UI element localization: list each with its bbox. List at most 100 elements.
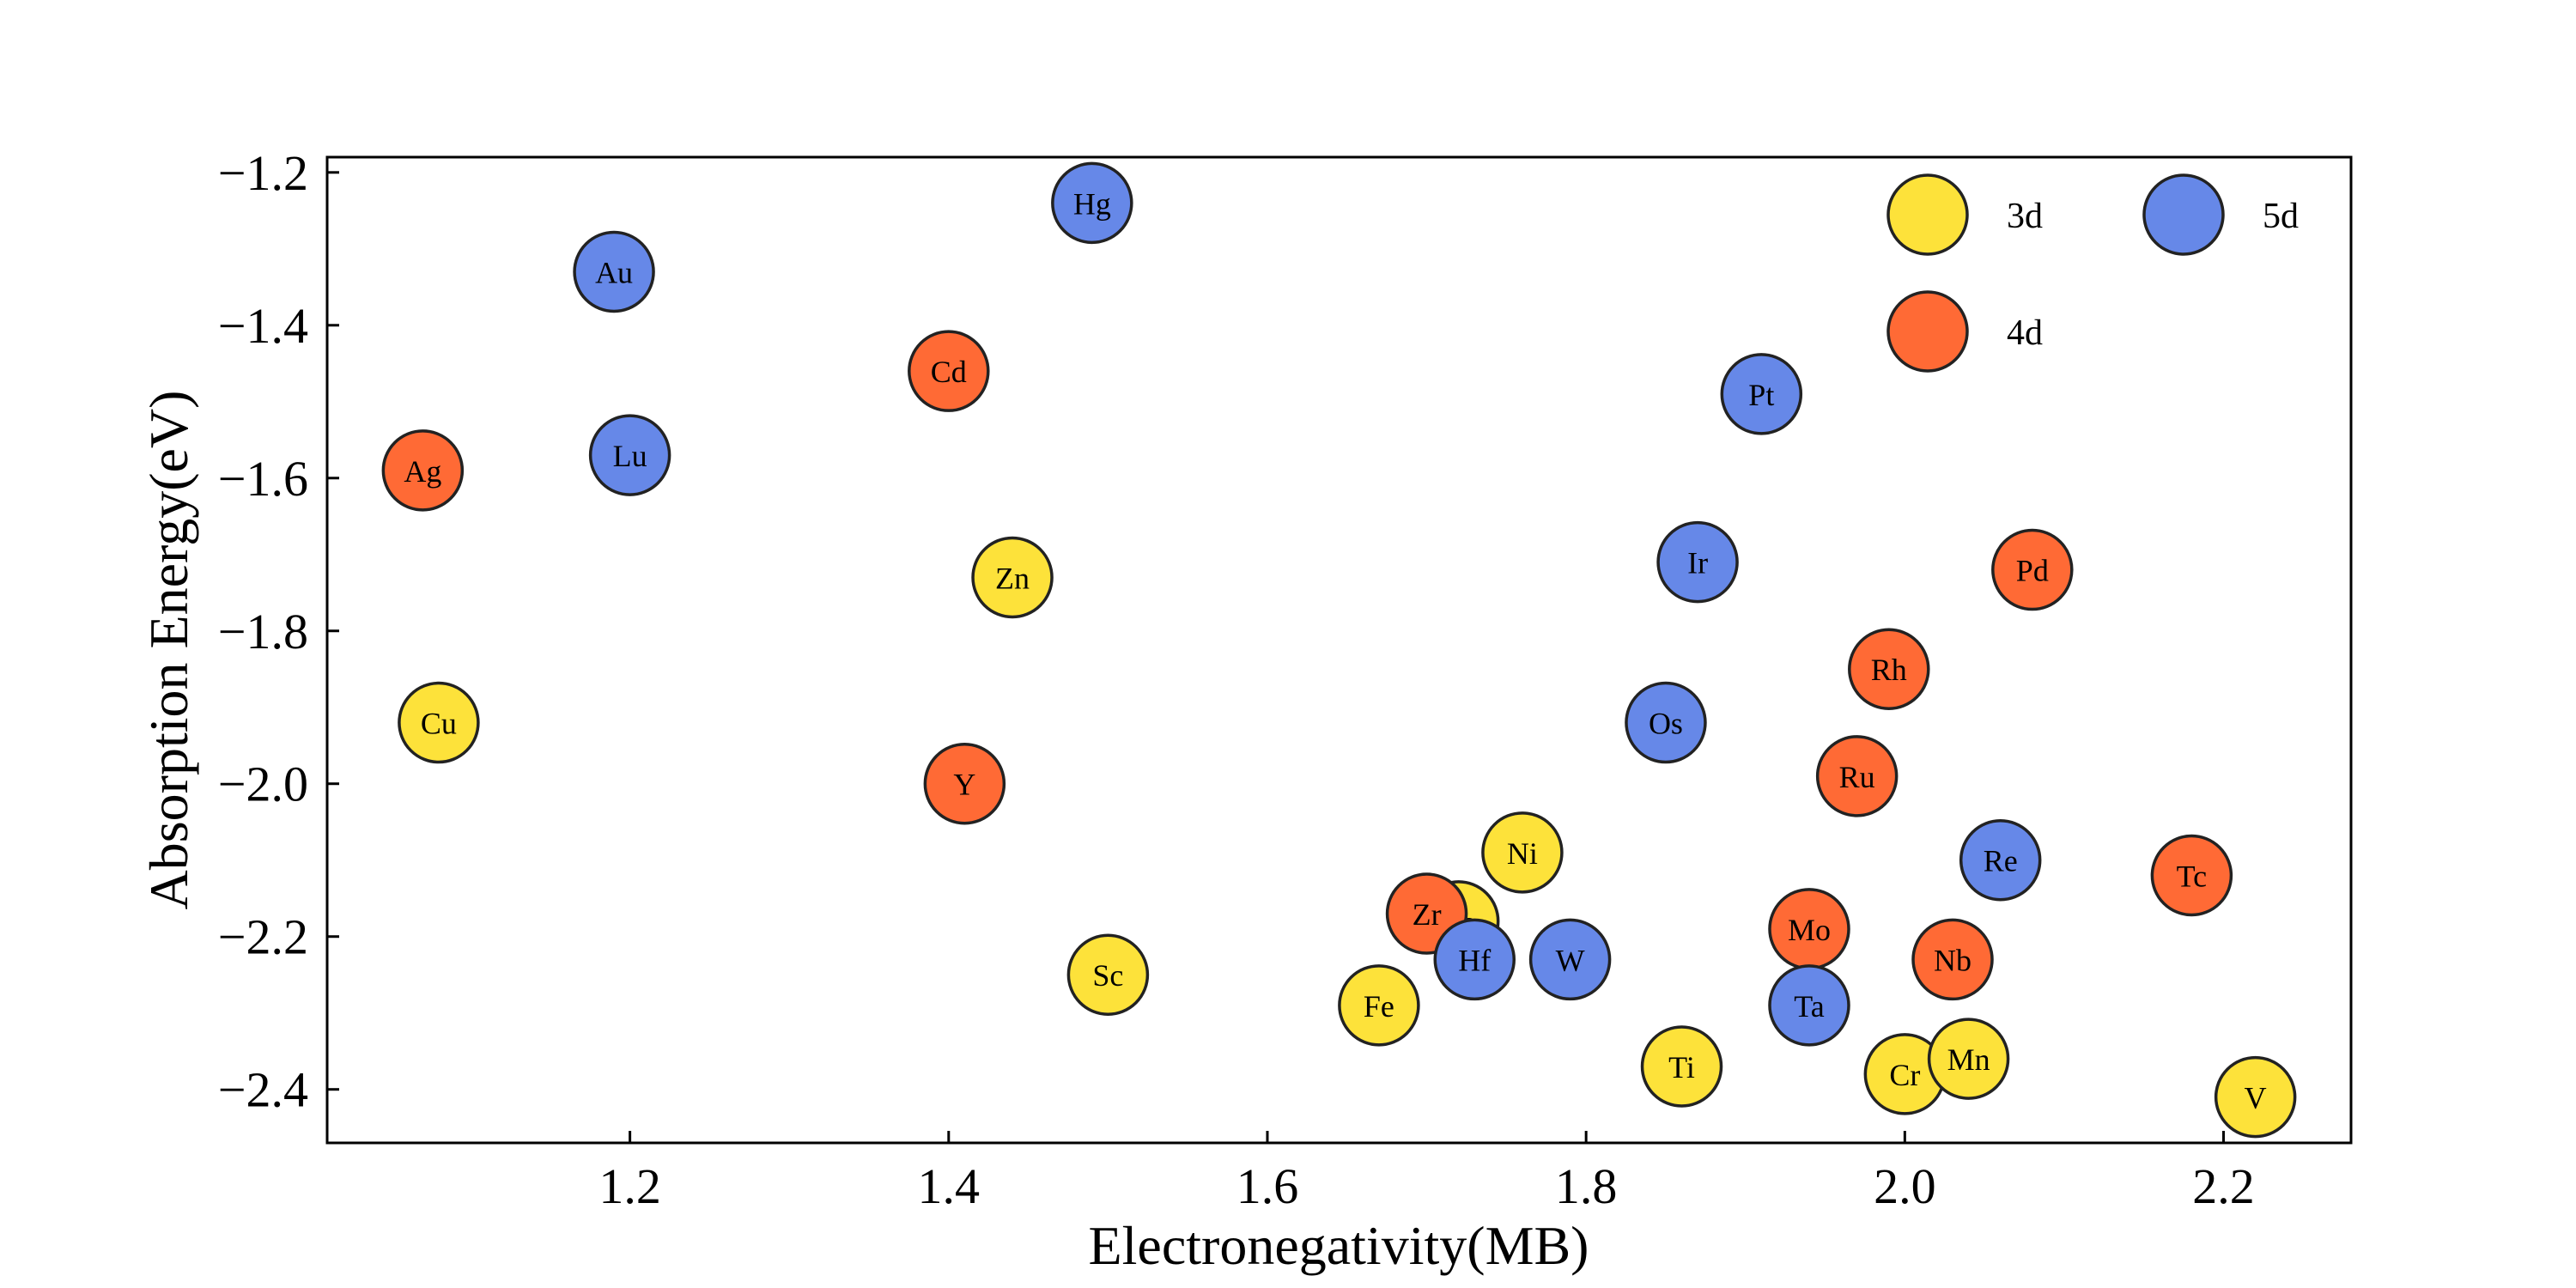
- x-axis-title: Electronegativity(MB): [1089, 1215, 1589, 1276]
- data-point-marker: [1433, 918, 1516, 1001]
- legend-entry-3d: 3d: [1886, 173, 2043, 256]
- x-tick-label: 1.6: [1236, 1158, 1299, 1214]
- y-axis-title: Absorption Energy(eV): [138, 391, 199, 910]
- data-point-label: Ru: [1839, 760, 1875, 794]
- data-point-marker: [2214, 1055, 2297, 1139]
- data-point-label: Au: [595, 255, 633, 289]
- x-tick-label: 1.2: [598, 1158, 661, 1214]
- data-point-label: Sc: [1092, 958, 1123, 993]
- y-tick-label: −1.4: [218, 298, 308, 354]
- data-point-au: Au: [573, 230, 655, 313]
- data-point-v: V: [2214, 1055, 2297, 1139]
- legend-label: 4d: [2007, 313, 2043, 353]
- data-point-label: V: [2245, 1081, 2267, 1115]
- data-point-marker: [1051, 161, 1133, 245]
- data-point-marker: [398, 681, 480, 764]
- data-point-label: Os: [1649, 707, 1683, 741]
- legend-entry-4d: 4d: [1886, 290, 2043, 373]
- data-point-label: Re: [1984, 844, 2018, 878]
- data-point-label: Cr: [1889, 1058, 1920, 1092]
- data-point-label: Mo: [1788, 913, 1831, 947]
- x-tick-label: 2.0: [1874, 1158, 1936, 1214]
- data-point-label: Ti: [1668, 1050, 1695, 1084]
- data-point-marker: [1656, 520, 1739, 604]
- data-point-marker: [381, 429, 465, 512]
- data-point-label: Lu: [613, 439, 647, 473]
- data-point-marker: [1066, 933, 1150, 1016]
- data-point-zn: Zn: [971, 536, 1054, 619]
- data-point-pd: Pd: [1991, 528, 2074, 611]
- data-point-marker: [588, 414, 671, 496]
- data-point-cd: Cd: [908, 330, 990, 412]
- y-tick-label: −2.4: [218, 1062, 308, 1118]
- data-point-label: Ni: [1507, 836, 1538, 871]
- x-tick-label: 1.4: [918, 1158, 981, 1214]
- data-point-label: Ag: [404, 454, 441, 489]
- data-point-marker: [1815, 735, 1899, 817]
- data-point-lu: Lu: [588, 414, 671, 496]
- data-point-label: Cd: [931, 355, 967, 389]
- data-point-ag: Ag: [381, 429, 465, 512]
- data-point-re: Re: [1959, 818, 2042, 902]
- axis-ticks: 1.2 1.4 1.6 1.8 2.0 2.2 −1.2 −1.4 −1.6 −1.8 −2.0 −2…: [218, 145, 2255, 1214]
- data-point-marker: [908, 330, 990, 412]
- data-point-fe: Fe: [1338, 964, 1420, 1047]
- legend-entry-5d: 5d: [2142, 173, 2299, 256]
- legend-marker: [2142, 173, 2225, 256]
- data-point-marker: [1768, 964, 1850, 1047]
- data-point-label: Zr: [1413, 897, 1442, 932]
- data-point-tc: Tc: [2150, 834, 2233, 917]
- y-tick-label: −2.2: [218, 909, 308, 965]
- data-point-rh: Rh: [1848, 628, 1930, 710]
- data-point-marker: [1640, 1025, 1723, 1108]
- data-point-pt: Pt: [1720, 353, 1803, 435]
- data-point-label: Mn: [1947, 1042, 1990, 1077]
- data-point-y: Y: [923, 742, 1006, 825]
- data-point-label: Ta: [1794, 989, 1824, 1024]
- data-point-marker: [1338, 964, 1420, 1047]
- data-points: ScTiVCrMnFeCoNiCuZnYZrNbMoTcRuRhPdAgCdLu…: [381, 161, 2297, 1139]
- data-point-marker: [1848, 628, 1930, 710]
- data-point-label: Hg: [1073, 186, 1111, 221]
- data-point-label: Hf: [1458, 943, 1491, 977]
- data-point-hg: Hg: [1051, 161, 1133, 245]
- data-point-marker: [2150, 834, 2233, 917]
- data-point-label: Pd: [2016, 554, 2049, 588]
- plot-area-frame: [325, 155, 2353, 1145]
- y-tick-label: −2.0: [218, 756, 308, 812]
- data-point-ta: Ta: [1768, 964, 1850, 1047]
- data-point-nb: Nb: [1911, 918, 1994, 1001]
- data-point-mn: Mn: [1927, 1018, 2010, 1100]
- data-point-marker: [1720, 353, 1803, 435]
- data-point-marker: [923, 742, 1006, 825]
- legend-label: 5d: [2263, 197, 2299, 236]
- legend-marker: [1886, 173, 1969, 256]
- data-point-marker: [1911, 918, 1994, 1001]
- data-point-ti: Ti: [1640, 1025, 1723, 1108]
- data-point-marker: [573, 230, 655, 313]
- data-point-ir: Ir: [1656, 520, 1739, 604]
- legend-label: 3d: [2007, 197, 2043, 236]
- data-point-hf: Hf: [1433, 918, 1516, 1001]
- data-point-label: Nb: [1934, 943, 1971, 977]
- data-point-label: Ir: [1687, 546, 1708, 580]
- x-tick-label: 2.2: [2192, 1158, 2255, 1214]
- x-tick-label: 1.8: [1555, 1158, 1618, 1214]
- data-point-sc: Sc: [1066, 933, 1150, 1016]
- data-point-ni: Ni: [1481, 811, 1564, 894]
- y-tick-label: −1.2: [218, 145, 308, 201]
- data-point-marker: [1991, 528, 2074, 611]
- data-point-label: W: [1556, 943, 1585, 977]
- data-point-label: Zn: [995, 561, 1030, 595]
- data-point-marker: [1528, 918, 1612, 1001]
- data-point-label: Rh: [1871, 653, 1907, 687]
- y-tick-label: −1.8: [218, 604, 308, 659]
- data-point-label: Tc: [2177, 860, 2207, 894]
- data-point-os: Os: [1625, 681, 1707, 764]
- data-point-mo: Mo: [1768, 888, 1850, 970]
- data-point-marker: [971, 536, 1054, 619]
- data-point-label: Fe: [1364, 989, 1394, 1024]
- data-point-w: W: [1528, 918, 1612, 1001]
- data-point-marker: [1927, 1018, 2010, 1100]
